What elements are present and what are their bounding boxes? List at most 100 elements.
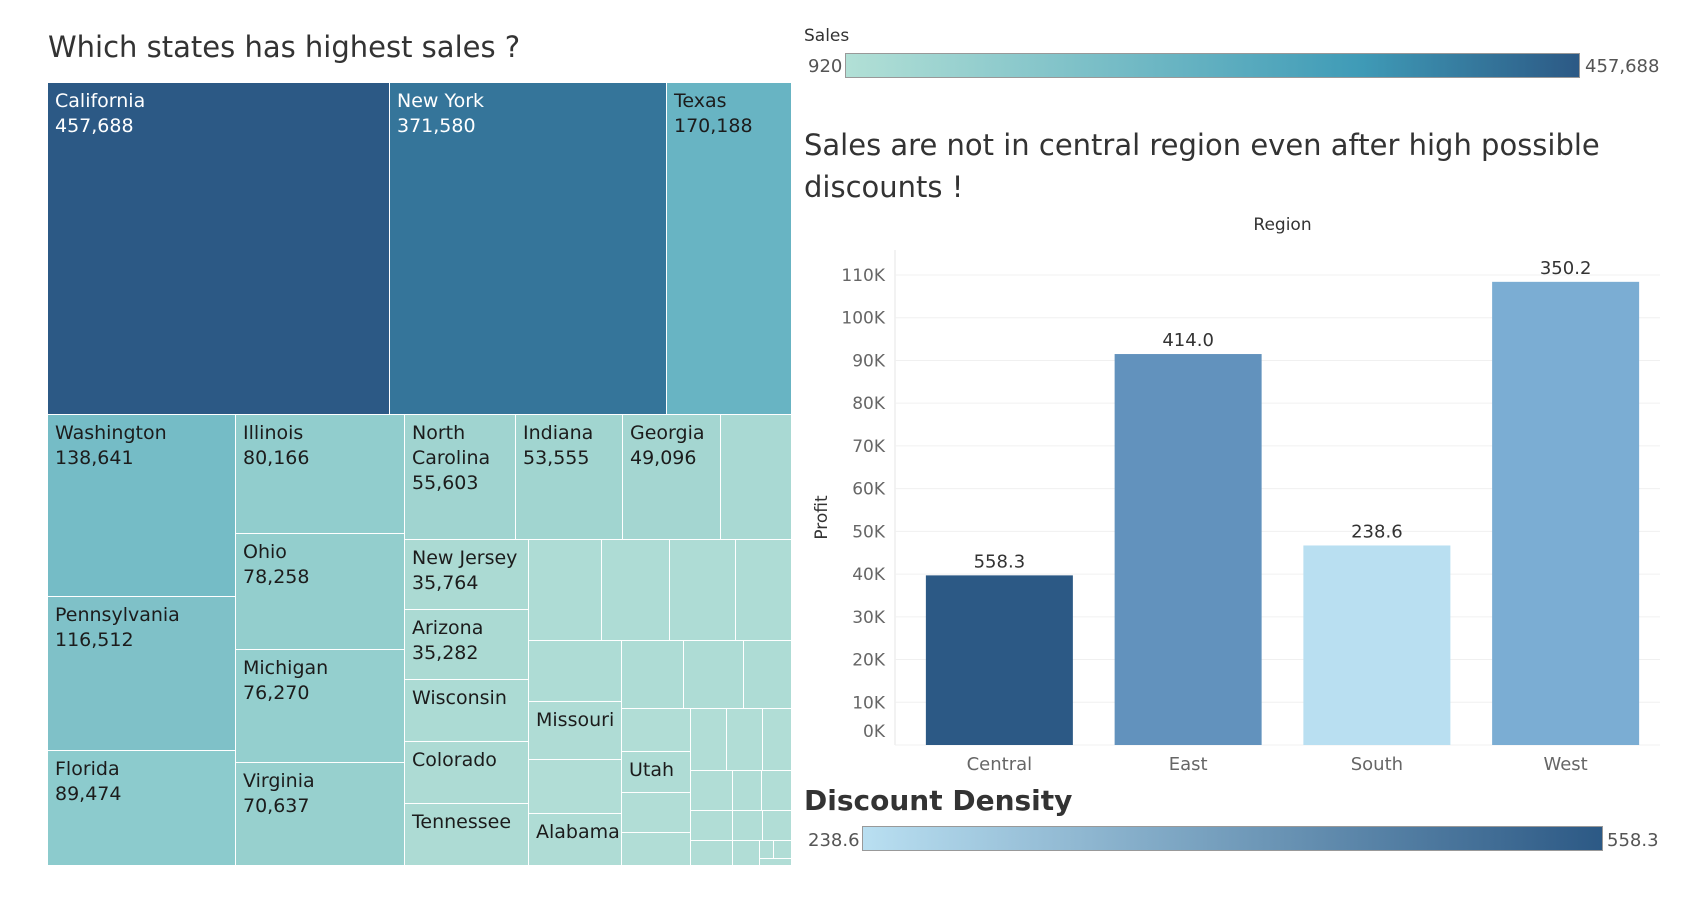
y-tick-label: 60K [852, 480, 886, 500]
treemap-cell-label: Missouri [536, 709, 615, 731]
treemap-cell-label: Washington 138,641 [55, 422, 167, 469]
treemap-cell[interactable]: Wisconsin [405, 680, 529, 742]
treemap-cell[interactable] [763, 811, 792, 841]
treemap-cell-label: Michigan 76,270 [243, 657, 329, 704]
treemap-cell[interactable] [622, 709, 691, 752]
treemap-cell[interactable] [684, 641, 744, 709]
treemap-cell[interactable] [760, 859, 792, 866]
treemap-cell[interactable]: Utah [622, 752, 691, 793]
treemap-cell[interactable]: Alabama [529, 814, 622, 866]
treemap-cell-label: Texas 170,188 [674, 90, 753, 137]
treemap-cell[interactable] [670, 540, 736, 641]
treemap-cell-label: New Jersey 35,764 [412, 547, 518, 594]
treemap-cell[interactable]: Washington 138,641 [48, 415, 236, 597]
y-tick-label: 40K [852, 565, 886, 585]
treemap-cell[interactable] [529, 641, 622, 702]
y-tick-label: 10K [852, 693, 886, 713]
treemap-cell-label: Florida 89,474 [55, 758, 122, 805]
treemap-cell[interactable]: Tennessee [405, 804, 529, 866]
treemap-cell-label: Wisconsin [412, 687, 507, 709]
treemap-cell[interactable] [691, 841, 733, 866]
treemap-cell-label: Alabama [536, 821, 620, 843]
treemap-cell[interactable]: Georgia 49,096 [623, 415, 721, 540]
treemap-cell-label: New York 371,580 [397, 90, 485, 137]
treemap-cell-label: Arizona 35,282 [412, 617, 484, 664]
treemap-cell[interactable] [733, 811, 763, 841]
treemap-cell[interactable]: Arizona 35,282 [405, 610, 529, 680]
treemap-cell[interactable] [622, 793, 691, 833]
bar-central [925, 575, 1073, 745]
treemap-cell-label: Virginia 70,637 [243, 770, 315, 817]
bar-data-label: 558.3 [974, 551, 1026, 572]
discount-legend-title: Discount Density [804, 784, 1073, 817]
y-tick-label: 90K [852, 351, 886, 371]
treemap-cell[interactable]: Illinois 80,166 [236, 415, 405, 534]
treemap-cell-label: Illinois 80,166 [243, 422, 310, 469]
treemap-cell[interactable] [744, 641, 792, 709]
treemap-cell[interactable]: Colorado [405, 742, 529, 804]
treemap-cell[interactable] [774, 841, 792, 859]
treemap-cell[interactable]: Ohio 78,258 [236, 534, 405, 650]
treemap-cell[interactable] [762, 771, 792, 811]
y-tick-label: 30K [852, 608, 886, 628]
treemap-cell[interactable]: Pennsylvania 116,512 [48, 597, 236, 751]
discount-legend-max: 558.3 [1607, 830, 1659, 851]
y-tick-label: 50K [852, 522, 886, 542]
treemap-cell[interactable] [736, 540, 792, 641]
treemap-cell[interactable] [691, 709, 727, 771]
bar-east [1114, 354, 1262, 745]
treemap-cell-label: Utah [629, 759, 675, 781]
treemap-cell[interactable] [622, 641, 684, 709]
sales-treemap: California 457,688 New York 371,580 Texas … [48, 83, 792, 866]
sales-legend-min: 920 [808, 56, 843, 77]
treemap-cell[interactable] [602, 540, 670, 641]
treemap-cell-label: Tennessee [412, 811, 512, 833]
y-tick-label: 100K [841, 309, 885, 329]
treemap-cell[interactable]: Virginia 70,637 [236, 763, 405, 866]
treemap-cell[interactable]: North Carolina 55,603 [405, 415, 516, 540]
y-tick-label: 70K [852, 437, 886, 457]
treemap-cell[interactable] [691, 811, 733, 841]
y-tick-label: 80K [852, 394, 886, 414]
sales-color-legend-bar [845, 53, 1580, 78]
bar-data-label: 350.2 [1540, 258, 1592, 279]
treemap-cell[interactable] [763, 709, 792, 771]
treemap-cell[interactable] [721, 415, 792, 540]
x-tick-label: East [1169, 754, 1208, 775]
y-tick-label: 0K [863, 722, 886, 742]
treemap-cell[interactable] [529, 540, 602, 641]
treemap-cell-label: Ohio 78,258 [243, 541, 310, 588]
sales-legend-label: Sales [804, 26, 850, 46]
treemap-cell[interactable]: Michigan 76,270 [236, 650, 405, 763]
y-axis-label: Profit [812, 495, 832, 540]
treemap-cell-label: Indiana 53,555 [523, 422, 594, 469]
treemap-cell-label: California 457,688 [55, 90, 146, 137]
discount-legend-min: 238.6 [808, 830, 860, 851]
treemap-cell[interactable]: California 457,688 [48, 83, 390, 415]
bar-data-label: 238.6 [1351, 521, 1403, 542]
treemap-cell[interactable]: New Jersey 35,764 [405, 540, 529, 610]
region-profit-bar-chart: Region Profit 0K 10K 20K 30K 40K 50K 60K 70K 80K 90… [812, 215, 1660, 775]
treemap-cell[interactable]: Texas 170,188 [667, 83, 792, 415]
x-tick-label: West [1543, 754, 1587, 775]
treemap-cell[interactable] [733, 841, 760, 866]
treemap-cell[interactable] [691, 771, 733, 811]
treemap-cell[interactable]: New York 371,580 [390, 83, 667, 415]
y-tick-label: 110K [841, 266, 885, 286]
bar-west [1492, 281, 1640, 745]
treemap-cell[interactable] [727, 709, 763, 771]
treemap-cell[interactable] [760, 841, 774, 859]
treemap-cell-label: Georgia 49,096 [630, 422, 705, 469]
sales-legend-max: 457,688 [1585, 56, 1660, 77]
bar-south [1303, 545, 1451, 745]
x-tick-label: Central [967, 754, 1033, 775]
treemap-title: Which states has highest sales ? [48, 30, 521, 64]
treemap-cell[interactable] [622, 833, 691, 866]
treemap-cell[interactable]: Missouri [529, 702, 622, 760]
bar-data-label: 414.0 [1162, 330, 1214, 351]
treemap-cell[interactable]: Indiana 53,555 [516, 415, 623, 540]
discount-color-legend-bar [862, 826, 1603, 851]
treemap-cell[interactable]: Florida 89,474 [48, 751, 236, 866]
treemap-cell[interactable] [733, 771, 762, 811]
treemap-cell[interactable] [529, 760, 622, 814]
